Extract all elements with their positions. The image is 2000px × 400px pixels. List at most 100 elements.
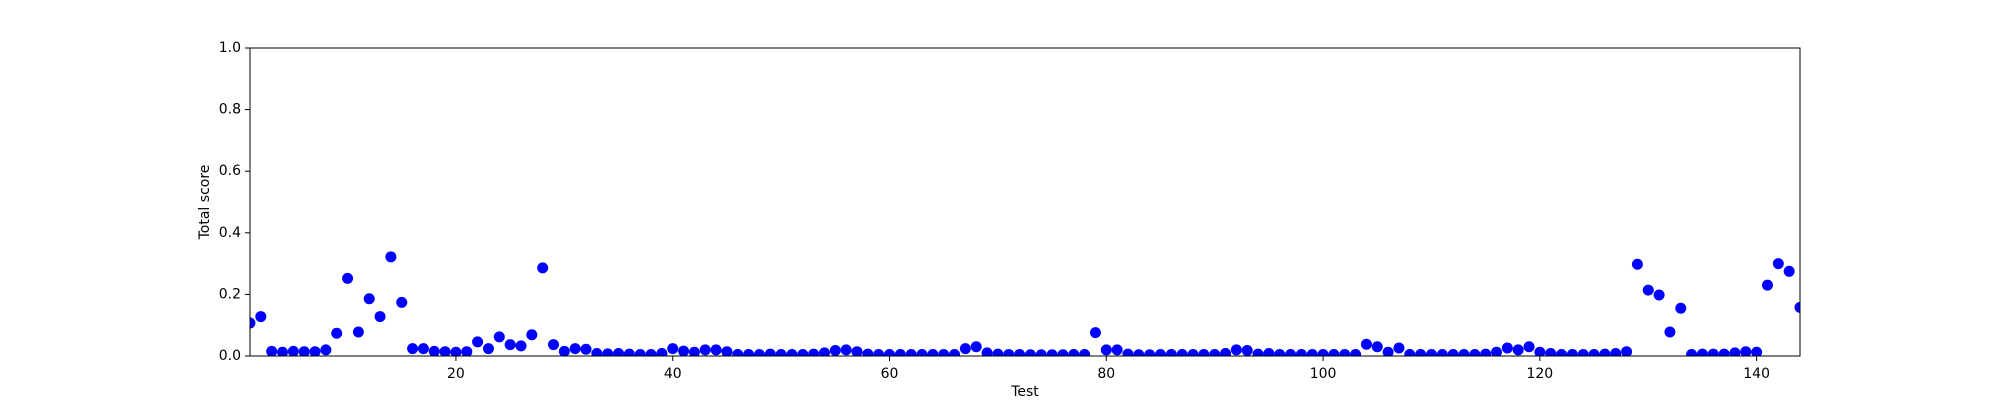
data-point	[916, 348, 928, 356]
data-point	[905, 348, 917, 356]
data-point	[363, 293, 375, 305]
data-point	[688, 346, 700, 356]
data-point	[602, 348, 614, 356]
data-point	[1436, 348, 1448, 356]
data-point	[320, 344, 332, 356]
data-point	[862, 348, 874, 356]
data-point	[818, 347, 830, 356]
data-point	[1317, 348, 1329, 356]
data-point	[1512, 344, 1524, 356]
data-point	[1675, 302, 1687, 314]
data-point	[1198, 348, 1210, 356]
data-point	[1046, 349, 1058, 356]
data-point	[764, 348, 776, 356]
data-point	[1642, 284, 1654, 296]
data-point	[1306, 348, 1318, 356]
data-point	[266, 345, 278, 356]
data-point	[1014, 348, 1026, 356]
data-point	[699, 344, 711, 356]
data-point	[808, 348, 820, 356]
data-point	[884, 348, 896, 356]
data-point	[775, 348, 787, 356]
data-point	[1122, 348, 1134, 356]
x-axis-label: Test	[1010, 384, 1039, 400]
data-point	[1187, 348, 1199, 356]
data-point	[981, 347, 993, 356]
data-point	[277, 346, 289, 356]
data-point	[396, 296, 408, 308]
data-point	[667, 343, 679, 355]
data-point	[1664, 326, 1676, 338]
data-point	[1133, 349, 1145, 356]
y-tick-label: 0.0	[219, 348, 241, 364]
axes-frame	[249, 47, 1801, 357]
x-tick-label: 60	[881, 366, 899, 382]
x-tick-label: 20	[447, 366, 465, 382]
data-point	[634, 348, 646, 356]
data-point	[1653, 289, 1665, 301]
data-point	[1252, 348, 1264, 356]
x-tick-label: 140	[1743, 366, 1770, 382]
data-point	[1751, 346, 1763, 356]
data-point	[1599, 348, 1611, 356]
data-point	[927, 348, 939, 356]
data-point	[407, 343, 419, 355]
data-point	[1079, 348, 1091, 356]
data-point	[992, 348, 1004, 356]
data-point	[1761, 279, 1773, 291]
data-point	[1588, 348, 1600, 356]
data-point	[1469, 348, 1481, 356]
data-point	[1382, 346, 1394, 356]
data-point	[732, 348, 744, 356]
data-point	[1425, 348, 1437, 356]
data-point	[1068, 348, 1080, 356]
data-point	[1220, 348, 1232, 356]
y-axis-label: Total score	[197, 165, 213, 241]
data-point	[1263, 348, 1275, 356]
data-point	[1794, 301, 1800, 313]
data-point	[1024, 349, 1036, 356]
x-tick-label: 120	[1526, 366, 1553, 382]
data-point	[1523, 341, 1535, 353]
data-point	[1295, 348, 1307, 356]
data-point	[1729, 347, 1741, 356]
data-point	[309, 346, 321, 356]
data-point	[250, 317, 256, 329]
data-point	[851, 346, 863, 356]
data-point	[580, 343, 592, 355]
data-point	[743, 348, 755, 356]
data-point	[558, 345, 570, 356]
data-point	[385, 251, 397, 263]
data-point	[417, 343, 429, 355]
data-point	[1209, 348, 1221, 356]
data-point	[1577, 348, 1589, 356]
data-point	[829, 344, 841, 356]
y-tick-label: 0.8	[219, 102, 241, 118]
data-point	[613, 348, 625, 356]
data-point	[1447, 348, 1459, 356]
data-point	[894, 348, 906, 356]
data-point	[515, 340, 527, 352]
data-point	[1696, 348, 1708, 356]
data-point	[439, 346, 451, 356]
data-point	[472, 336, 484, 348]
data-point	[1491, 346, 1503, 356]
data-point	[721, 346, 733, 356]
data-point	[753, 348, 765, 356]
x-tick-label: 100	[1310, 366, 1337, 382]
data-point	[1241, 344, 1253, 356]
data-point	[526, 329, 538, 341]
data-point	[1089, 327, 1101, 339]
data-point	[623, 348, 635, 356]
data-point	[1371, 341, 1383, 353]
data-point	[1285, 348, 1297, 356]
data-point	[342, 272, 354, 284]
data-point	[569, 343, 581, 355]
data-point	[352, 326, 364, 338]
data-point	[1230, 344, 1242, 356]
data-point	[1393, 342, 1405, 354]
data-point	[1740, 346, 1752, 356]
data-point	[1165, 348, 1177, 356]
data-point	[461, 346, 473, 356]
data-point	[1350, 348, 1362, 356]
